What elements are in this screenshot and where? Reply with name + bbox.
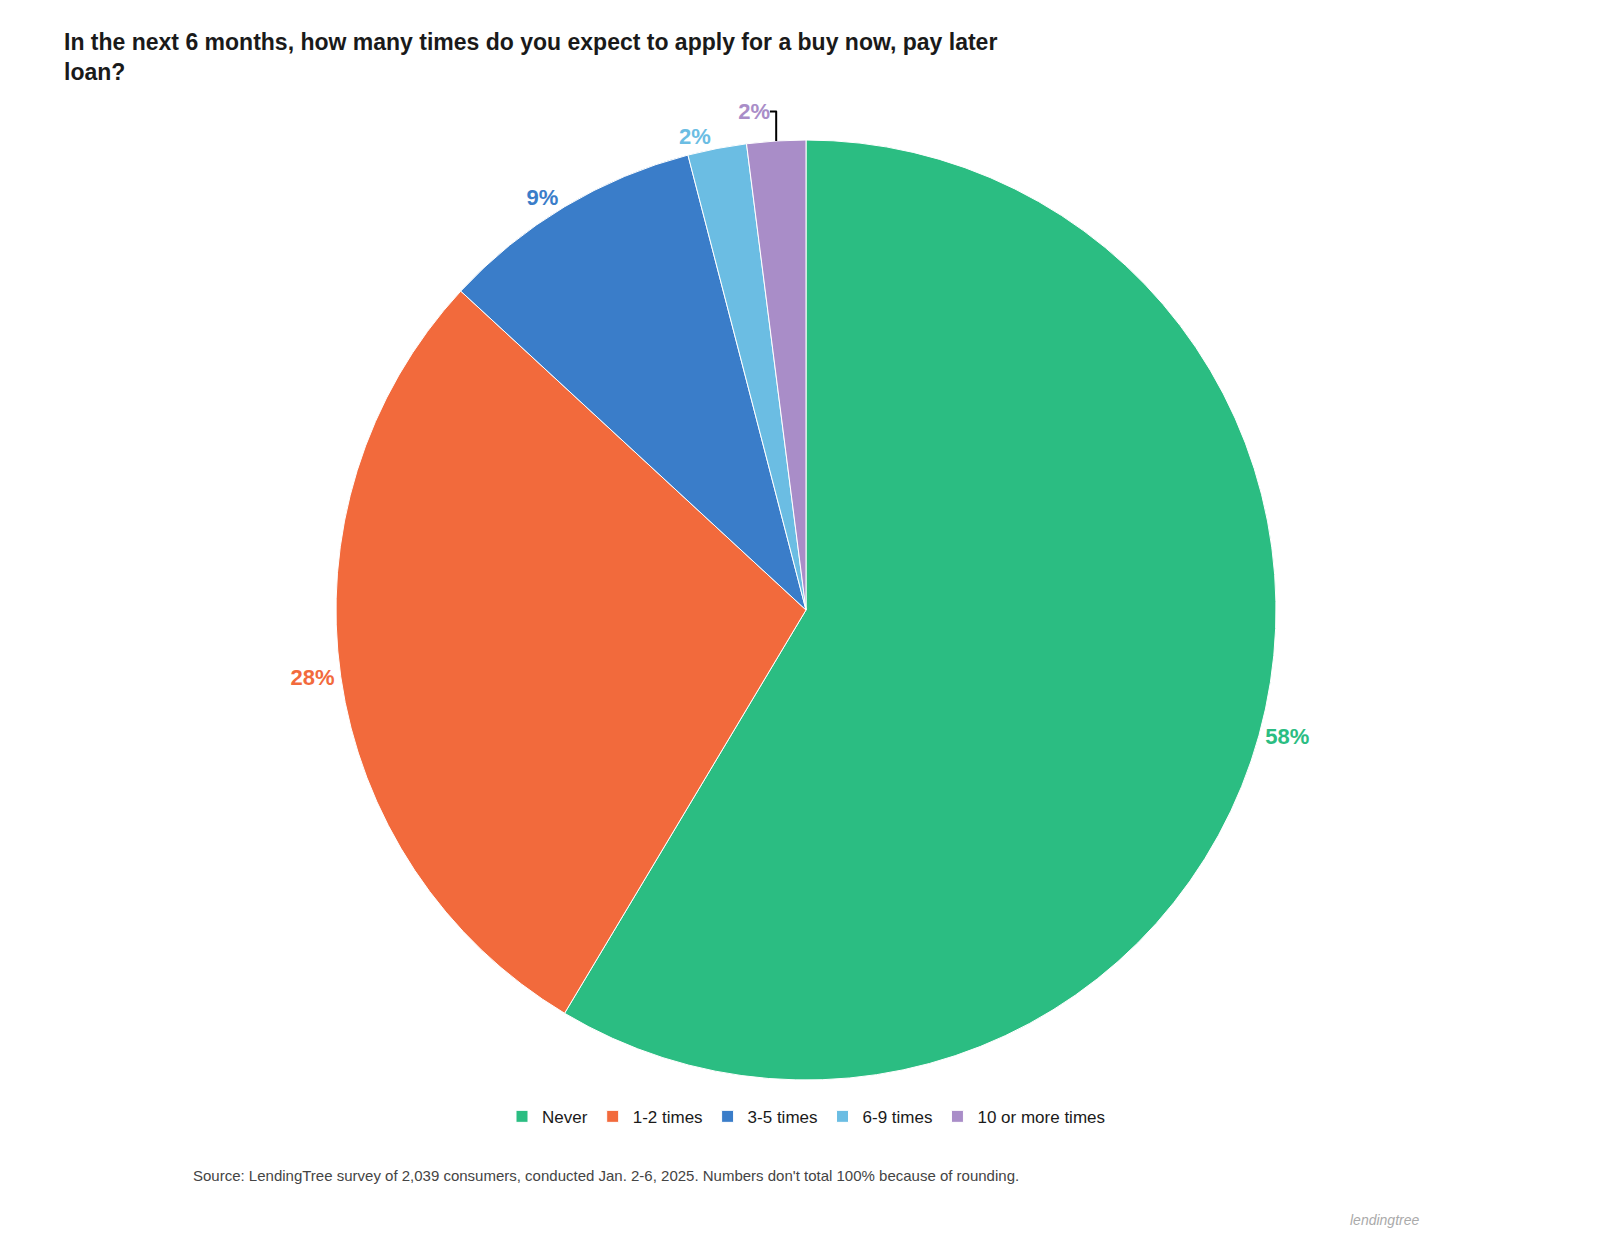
svg-text:6-9 times: 6-9 times (863, 1108, 933, 1127)
svg-text:Never: Never (542, 1108, 588, 1127)
svg-text:Source: LendingTree survey of: Source: LendingTree survey of 2,039 cons… (193, 1167, 1019, 1184)
svg-text:3-5 times: 3-5 times (748, 1108, 818, 1127)
svg-text:1-2 times: 1-2 times (633, 1108, 703, 1127)
svg-text:58%: 58% (1265, 724, 1309, 749)
svg-text:28%: 28% (290, 665, 334, 690)
svg-text:2%: 2% (738, 99, 770, 124)
svg-text:lendingtree: lendingtree (1350, 1212, 1419, 1228)
svg-text:10 or more times: 10 or more times (977, 1108, 1105, 1127)
svg-text:In the next 6 months, how many: In the next 6 months, how many times do … (64, 29, 997, 85)
svg-text:2%: 2% (679, 124, 711, 149)
svg-text:9%: 9% (527, 185, 559, 210)
